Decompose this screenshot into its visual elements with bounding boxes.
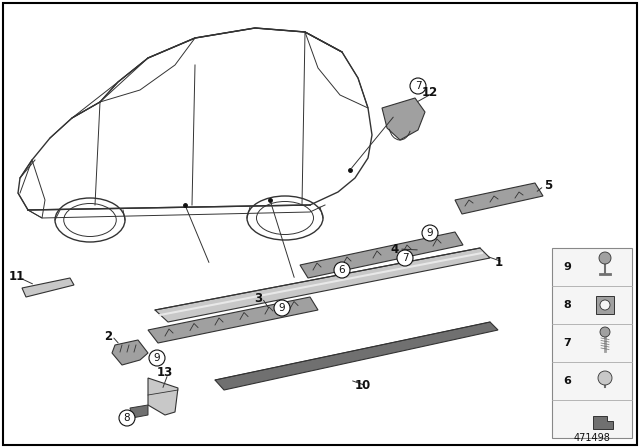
Circle shape	[600, 300, 610, 310]
Text: 5: 5	[544, 178, 552, 191]
Text: 9: 9	[278, 303, 285, 313]
Polygon shape	[22, 278, 74, 297]
Text: 9: 9	[563, 262, 571, 272]
Text: 9: 9	[154, 353, 160, 363]
Text: 7: 7	[402, 253, 408, 263]
Circle shape	[334, 262, 350, 278]
Text: 7: 7	[415, 81, 421, 91]
Polygon shape	[130, 405, 148, 418]
Circle shape	[600, 327, 610, 337]
Text: 11: 11	[9, 270, 25, 283]
Polygon shape	[148, 297, 318, 343]
Circle shape	[149, 350, 165, 366]
Text: 471498: 471498	[573, 433, 611, 443]
Text: 13: 13	[157, 366, 173, 379]
Text: 1: 1	[495, 255, 503, 268]
Circle shape	[410, 78, 426, 94]
Text: 8: 8	[563, 300, 571, 310]
Text: 8: 8	[124, 413, 131, 423]
Text: 7: 7	[563, 338, 571, 348]
Text: 9: 9	[427, 228, 433, 238]
FancyBboxPatch shape	[596, 296, 614, 314]
Circle shape	[422, 225, 438, 241]
Polygon shape	[382, 98, 425, 140]
Circle shape	[397, 250, 413, 266]
Text: 4: 4	[391, 242, 399, 255]
Polygon shape	[112, 340, 148, 365]
Text: 6: 6	[339, 265, 346, 275]
Circle shape	[274, 300, 290, 316]
Polygon shape	[148, 378, 178, 415]
Circle shape	[119, 410, 135, 426]
Polygon shape	[155, 248, 490, 322]
Text: 6: 6	[563, 376, 571, 386]
Polygon shape	[455, 183, 543, 214]
Circle shape	[598, 371, 612, 385]
Polygon shape	[215, 322, 498, 390]
Text: 12: 12	[422, 86, 438, 99]
Text: 2: 2	[104, 329, 112, 343]
Text: 3: 3	[254, 292, 262, 305]
Bar	[552, 248, 632, 438]
Polygon shape	[300, 232, 463, 278]
Polygon shape	[593, 416, 613, 429]
Circle shape	[599, 252, 611, 264]
Text: 10: 10	[355, 379, 371, 392]
